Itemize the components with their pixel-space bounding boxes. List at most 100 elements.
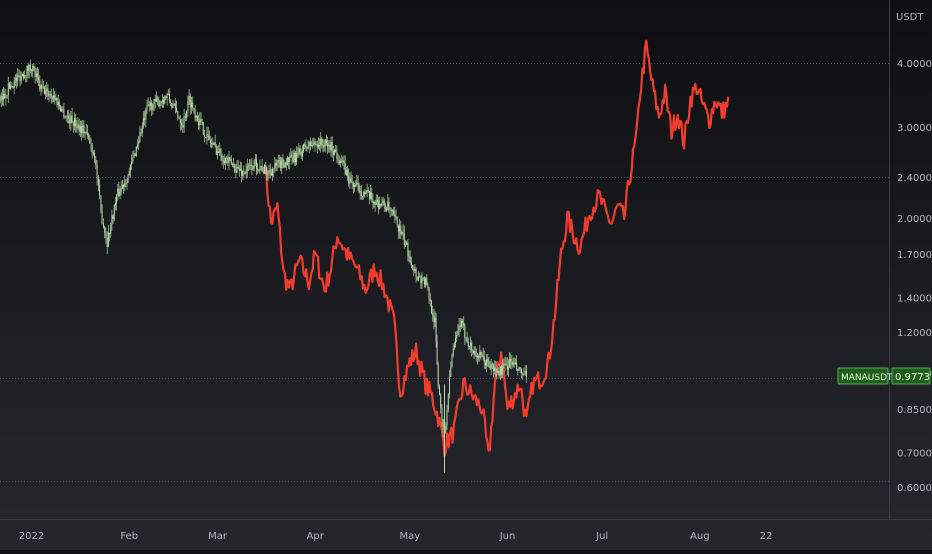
candle-body [505,364,507,365]
x-tick-label: 2022 [19,531,44,542]
candle-body [5,96,7,98]
candle-body [148,104,150,106]
candle-body [118,188,120,196]
candle-body [78,124,80,132]
candle-body [54,95,56,100]
candle-body [453,345,455,349]
candle-body [352,183,354,187]
candle-body [172,105,174,108]
candle-body [371,192,373,200]
candle-body [146,105,148,110]
candle-body [455,338,456,346]
candle-body [194,109,196,118]
x-tick-label: Aug [690,531,710,542]
candle-body [47,88,49,97]
candle-body [373,201,375,204]
candle-body [502,365,504,375]
candle-body [410,262,412,265]
candle-body [245,170,247,174]
candle-body [97,178,99,185]
candle-body [142,118,144,126]
candle-body [399,225,401,232]
candle-body [230,159,232,165]
y-tick-labels: 4.0000 3.0000 2.4000 2.0000 1.7000 1.4000 1.20… [897,59,932,494]
candle-body [191,102,192,108]
candle-body [395,216,397,218]
candle-body [320,138,322,146]
candle-body [137,144,138,147]
candle-body [127,175,129,183]
candle-body [334,149,336,155]
candle-body [380,203,382,207]
candle-body [270,172,272,176]
candle-body [425,278,427,285]
x-tick-label: Mar [208,531,228,542]
candle-body [85,131,87,133]
candle-body [295,152,296,163]
y-tick-label: 0.7000 [897,449,932,460]
y-tick-label: 0.8500 [897,405,932,416]
candle-body [244,172,246,174]
candle-body [248,165,249,167]
candle-body [493,364,494,371]
candle-body [25,75,27,77]
candle-body [350,178,352,182]
candle-body [433,315,435,322]
candle-body [157,98,159,100]
candle-body [110,224,112,234]
candle-body [338,159,340,163]
candle-body [450,367,452,377]
candle-body [254,159,256,161]
candle-body [196,116,198,121]
candle-body [341,161,343,162]
candle-body [155,98,157,102]
candle-body [470,342,472,347]
candle-body [387,201,389,211]
candle-body [409,256,411,263]
candle-body [456,335,458,338]
candle-body [408,256,410,257]
candle-body [416,277,418,281]
candle-body [84,131,86,134]
y-tick-label: 1.4000 [897,294,932,305]
candle-body [150,102,151,106]
candle-body [163,100,164,104]
candle-body [209,139,211,144]
candle-body [278,160,280,161]
candle-body [81,126,83,134]
candle-body [418,276,419,281]
candle-body [314,141,316,145]
candle-body [358,184,360,193]
candle-body [351,181,353,184]
candle-body [313,141,315,146]
candle-body [460,321,462,327]
candle-body [267,173,269,175]
candle-body [336,152,338,159]
candle-body [241,169,243,176]
candle-body [167,93,169,95]
candle-body [14,78,16,81]
candle-body [293,152,295,162]
candle-body [176,108,177,112]
candle-body [378,199,380,209]
candle-body [420,276,422,283]
candle-body [32,65,34,71]
candle-body [99,184,101,196]
candle-body [198,120,200,126]
candle-body [231,164,233,165]
candle-body [222,160,224,162]
candle-body [57,101,59,105]
candle-body [431,300,432,313]
candle-body [144,118,146,120]
candle-body [187,100,189,112]
candle-body [212,143,214,145]
candle-body [4,94,6,98]
candle-body [296,153,298,163]
candle-body [499,366,501,376]
candle-body [204,134,205,137]
candle-body [213,142,215,145]
candle-body [280,160,282,168]
candle-body [386,208,388,211]
candle-body [285,162,287,166]
